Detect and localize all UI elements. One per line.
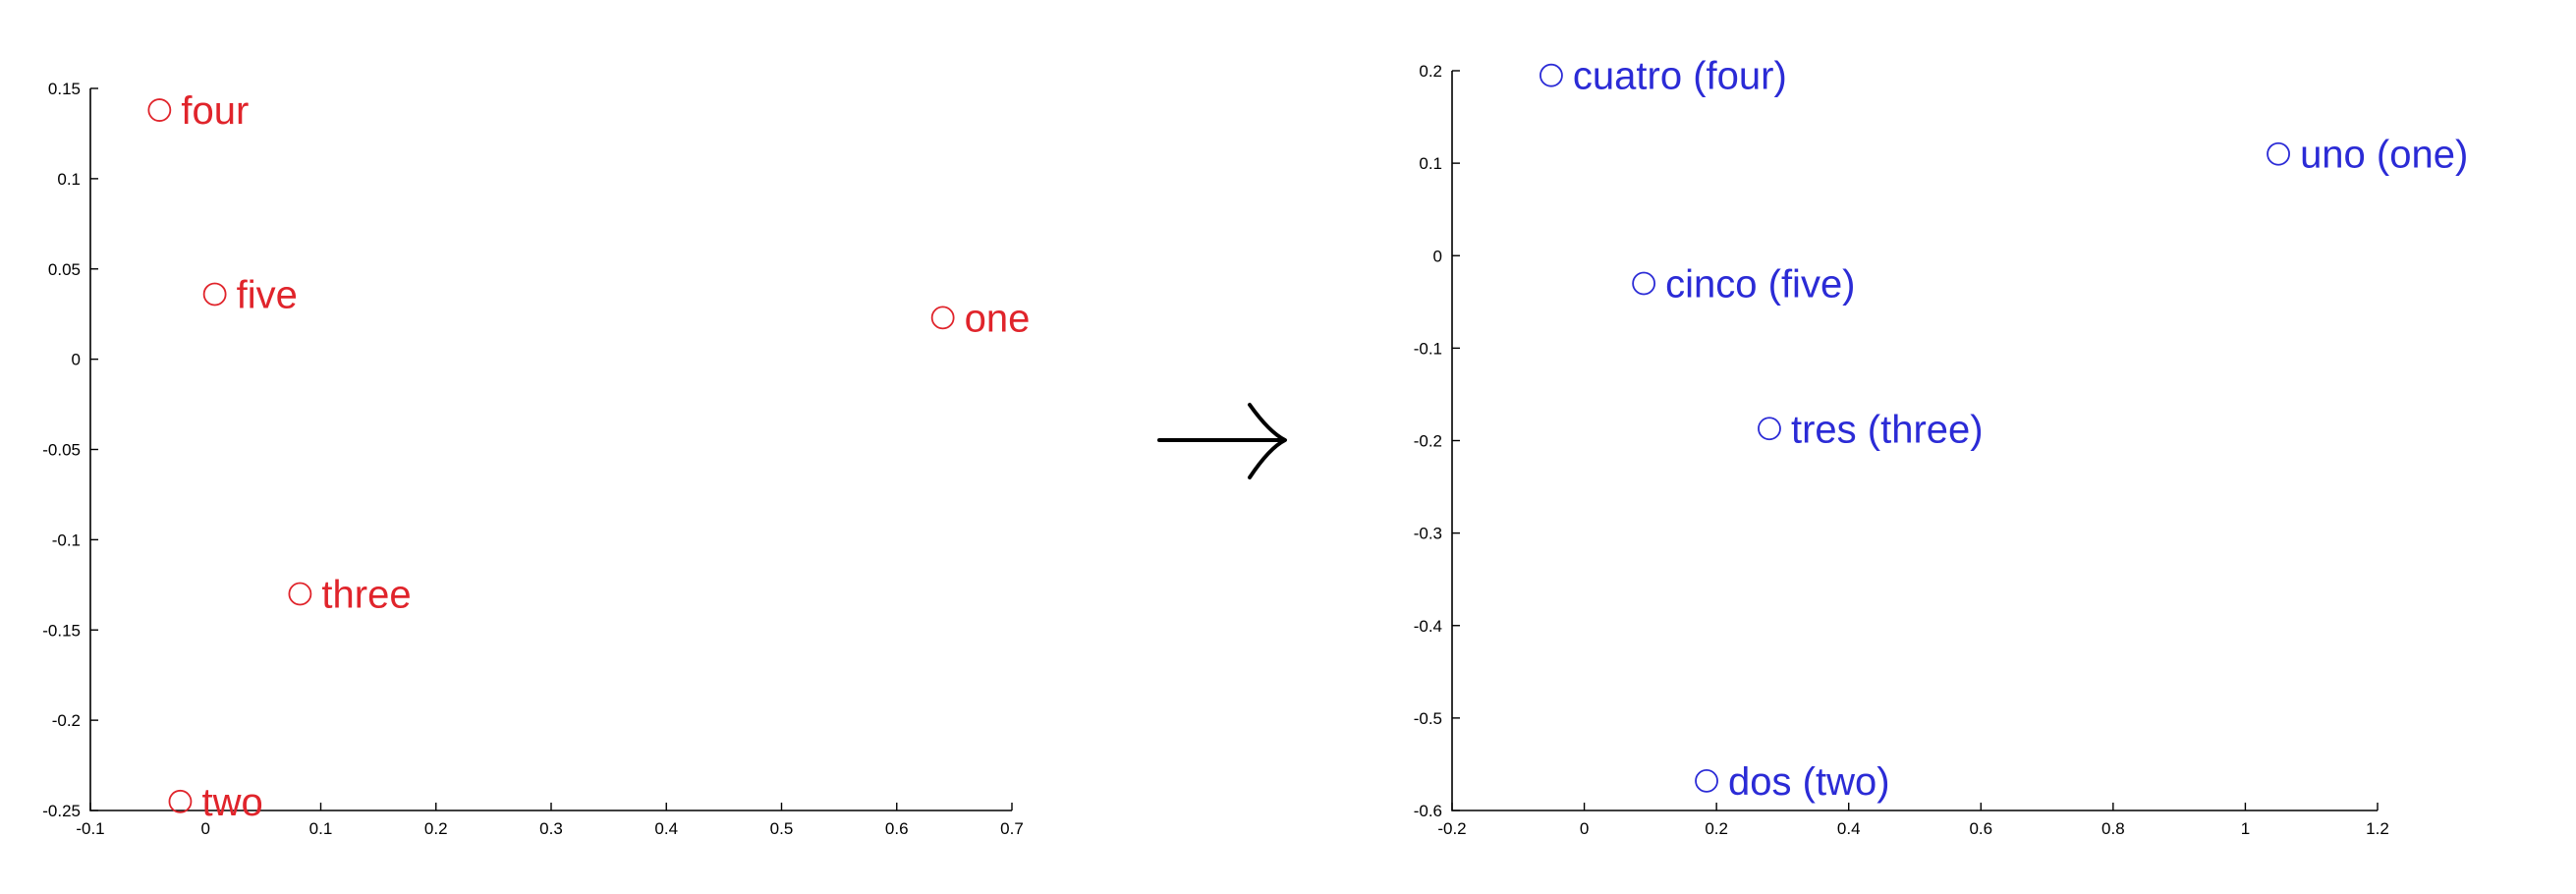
data-point-label: cinco (five) (1665, 262, 1855, 306)
data-point-label: uno (one) (2300, 134, 2468, 177)
x-tick-label: 0.4 (654, 819, 678, 838)
data-point-marker (1540, 63, 1563, 87)
y-tick-label: -0.2 (1414, 432, 1442, 451)
english-number-chart: -0.1 0 0.1 0.2 0.3 0.4 0.5 0.6 0.7 -0.25 -0.2 -0.15… (42, 80, 1030, 838)
x-tick-label: 0.4 (1837, 819, 1861, 838)
data-point-marker (168, 789, 193, 813)
y-tick-label: -0.25 (42, 802, 81, 820)
y-tick-label: 0.1 (57, 170, 81, 189)
y-tick-label: 0.2 (1419, 62, 1442, 81)
x-tick-label: 0.8 (2101, 819, 2125, 838)
data-point-marker (2267, 141, 2290, 166)
y-tick-label: -0.3 (1414, 525, 1442, 543)
y-tick-label: -0.15 (42, 621, 81, 640)
data-point-label: one (965, 297, 1031, 340)
data-point-label: three (321, 574, 411, 617)
x-tick-label: 0 (1580, 819, 1589, 838)
data-point-label: dos (two) (1728, 760, 1890, 804)
x-tick-label: -0.2 (1437, 819, 1466, 838)
data-point-label: four (181, 89, 249, 133)
data-point-marker (930, 306, 955, 330)
data-point-label: cuatro (four) (1573, 55, 1787, 98)
x-tick-label: 0.1 (309, 819, 333, 838)
x-tick-label: 1.2 (2366, 819, 2389, 838)
x-tick-label: 0 (201, 819, 210, 838)
y-tick-label: 0 (1433, 247, 1442, 265)
x-tick-label: 0.2 (424, 819, 448, 838)
y-tick-label: 0.1 (1419, 154, 1442, 173)
data-point-marker (1695, 768, 1718, 793)
y-tick-label: -0.1 (52, 531, 81, 549)
y-tick-label: 0.15 (48, 80, 81, 98)
x-tick-label: 0.3 (539, 819, 563, 838)
y-tick-label: -0.05 (42, 441, 81, 460)
axis-line (89, 88, 1012, 811)
y-tick-label: -0.4 (1414, 617, 1442, 636)
data-point-label: tres (three) (1791, 408, 1984, 451)
data-point-marker (202, 282, 227, 307)
data-point-marker (288, 582, 312, 606)
y-tick-label: 0.05 (48, 260, 81, 279)
right-arrow-icon (1157, 403, 1287, 479)
x-tick-label: 0.6 (1969, 819, 1992, 838)
data-point-marker (147, 98, 172, 122)
y-tick-label: -0.5 (1414, 709, 1442, 728)
data-point-marker (1632, 271, 1656, 296)
x-tick-label: 0.5 (770, 819, 794, 838)
spanish-number-chart: -0.2 0 0.2 0.4 0.6 0.8 1 1.2 -0.6 -0.5 -0.4 -0.3 -0.… (1414, 55, 2469, 838)
x-tick-label: 0.6 (885, 819, 909, 838)
data-point-label: two (201, 781, 262, 824)
data-point-marker (1758, 417, 1781, 441)
y-tick-label: -0.1 (1414, 339, 1442, 358)
y-tick-label: -0.2 (52, 711, 81, 730)
x-tick-label: 0.2 (1705, 819, 1728, 838)
x-tick-label: 0.7 (1000, 819, 1024, 838)
y-tick-label: 0 (72, 351, 81, 369)
data-point-label: five (237, 273, 298, 316)
x-tick-label: 1 (2241, 819, 2250, 838)
x-tick-label: -0.1 (76, 819, 104, 838)
y-tick-label: -0.6 (1414, 802, 1442, 820)
